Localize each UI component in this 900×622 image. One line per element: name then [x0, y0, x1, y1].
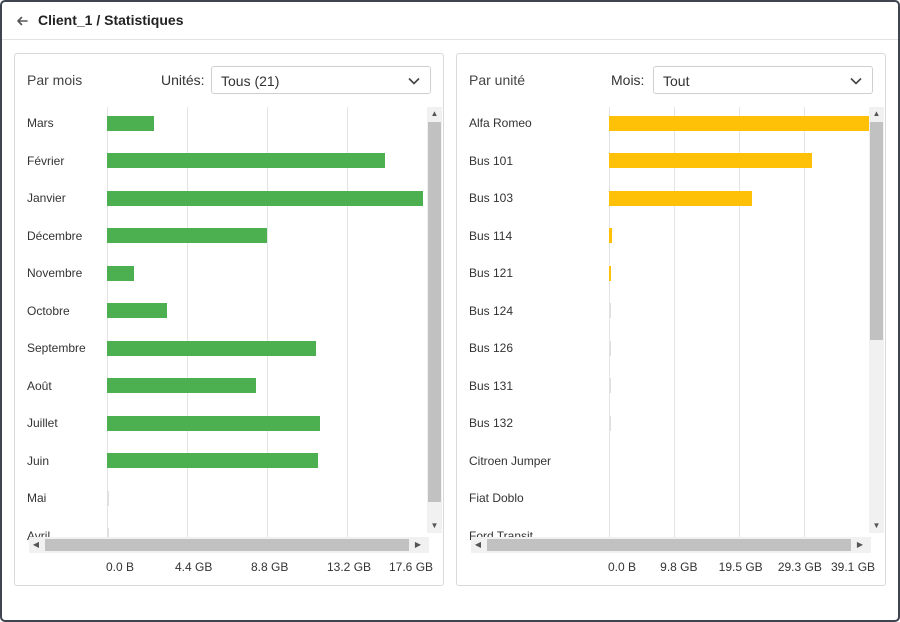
bar[interactable] [609, 303, 611, 318]
month-select-value: Tout [663, 73, 690, 89]
gridline [187, 107, 188, 541]
scroll-up-icon[interactable]: ▲ [872, 109, 881, 118]
panel-title: Par mois [27, 72, 83, 88]
units-select-value: Tous (21) [221, 73, 280, 89]
category-label: Bus 131 [469, 378, 514, 393]
gridline [347, 107, 348, 541]
bar[interactable] [107, 415, 320, 431]
category-label: Octobre [27, 303, 70, 318]
units-select[interactable]: Tous (21) [211, 66, 431, 94]
gridline [609, 107, 610, 541]
x-tick-label: 17.6 GB [389, 560, 434, 574]
bar[interactable] [107, 378, 257, 393]
units-filter-label: Unités: [161, 72, 205, 88]
vertical-scrollbar[interactable]: ▲ ▼ [427, 107, 442, 533]
month-filter-label: Mois: [611, 72, 645, 88]
scroll-right-icon[interactable]: ▶ [414, 540, 422, 549]
scroll-left-icon[interactable]: ◀ [32, 540, 40, 549]
arrow-left-icon[interactable] [14, 13, 30, 29]
month-select[interactable]: Tout [653, 66, 873, 94]
scrollbar-thumb[interactable] [45, 539, 409, 551]
bar[interactable] [609, 115, 869, 131]
chart-area: Mars Février Janvier Décembre Novembre Octobr… [15, 107, 427, 541]
x-tick-label: 29.3 GB [777, 560, 822, 574]
bar[interactable] [107, 528, 109, 541]
chevron-down-icon [850, 77, 862, 85]
x-tick-label: 8.8 GB [251, 560, 289, 574]
x-tick-label: 39.1 GB [831, 560, 876, 574]
x-tick-label: 4.4 GB [175, 560, 213, 574]
chart-area: Alfa Romeo Bus 101 Bus 103 Bus 114 Bus 121 Bu… [457, 107, 869, 541]
scroll-left-icon[interactable]: ◀ [474, 540, 482, 549]
bar[interactable] [107, 490, 109, 506]
bar[interactable] [609, 415, 611, 431]
category-label: Bus 126 [469, 341, 514, 355]
scrollbar-thumb[interactable] [487, 539, 851, 551]
bar[interactable] [107, 340, 317, 356]
x-tick-label: 19.5 GB [718, 560, 763, 574]
category-label: Novembre [27, 266, 83, 280]
scroll-down-icon[interactable]: ▼ [430, 521, 439, 530]
category-label: Bus 103 [469, 191, 514, 205]
chevron-down-icon [408, 77, 420, 85]
bar[interactable] [609, 340, 611, 356]
category-label: Citroen Jumper [469, 453, 552, 468]
gridline [267, 107, 268, 541]
category-label: Bus 114 [469, 228, 513, 243]
bar[interactable] [107, 265, 135, 281]
bar[interactable] [609, 190, 752, 206]
category-label: Bus 101 [469, 153, 514, 168]
gridline [674, 107, 676, 541]
horizontal-scrollbar[interactable]: ◀ ▶ [29, 537, 429, 553]
category-label: Janvier [27, 191, 66, 205]
gridline [107, 107, 108, 541]
scroll-up-icon[interactable]: ▲ [430, 109, 439, 118]
bar[interactable] [107, 115, 155, 131]
bar[interactable] [107, 190, 424, 206]
bar[interactable] [107, 303, 167, 318]
x-tick-label: 0.0 B [608, 560, 637, 574]
x-tick-label: 0.0 B [106, 560, 135, 574]
x-tick-label: 13.2 GB [327, 560, 372, 574]
category-label: Bus 124 [469, 303, 514, 318]
category-label: Septembre [27, 341, 86, 355]
horizontal-scrollbar[interactable]: ◀ ▶ [471, 537, 871, 553]
category-label: Février [27, 153, 65, 168]
x-tick-label: 9.8 GB [660, 560, 698, 574]
bar[interactable] [107, 153, 386, 168]
panel-par-unite: Par unité Mois: Tout Alfa Romeo Bus 101 Bu… [456, 53, 886, 586]
bar[interactable] [107, 228, 267, 243]
bar[interactable] [609, 153, 813, 168]
category-label: Août [27, 378, 52, 393]
scrollbar-thumb[interactable] [428, 122, 441, 502]
bar[interactable] [609, 265, 611, 281]
gridline [738, 107, 740, 541]
panel-par-mois: Par mois Unités: Tous (21) Mars Février Ja… [14, 53, 444, 586]
vertical-scrollbar[interactable]: ▲ ▼ [869, 107, 884, 533]
bar[interactable] [609, 378, 611, 393]
category-label: Bus 132 [469, 416, 514, 430]
scroll-right-icon[interactable]: ▶ [856, 540, 864, 549]
page-title: Client_1 / Statistiques [38, 12, 184, 28]
category-label: Décembre [27, 228, 83, 243]
category-label: Mai [27, 491, 47, 505]
scroll-down-icon[interactable]: ▼ [872, 521, 881, 530]
bar[interactable] [107, 453, 318, 468]
gridline [803, 107, 805, 541]
bar[interactable] [609, 228, 612, 243]
category-label: Fiat Doblo [469, 491, 524, 505]
category-label: Alfa Romeo [469, 116, 532, 130]
category-label: Juin [27, 453, 50, 468]
panel-title: Par unité [469, 72, 526, 88]
scrollbar-thumb[interactable] [870, 122, 883, 340]
category-label: Mars [27, 116, 54, 130]
category-label: Juillet [27, 416, 58, 430]
category-label: Bus 121 [469, 266, 514, 280]
page-header: Client_1 / Statistiques [2, 2, 898, 40]
